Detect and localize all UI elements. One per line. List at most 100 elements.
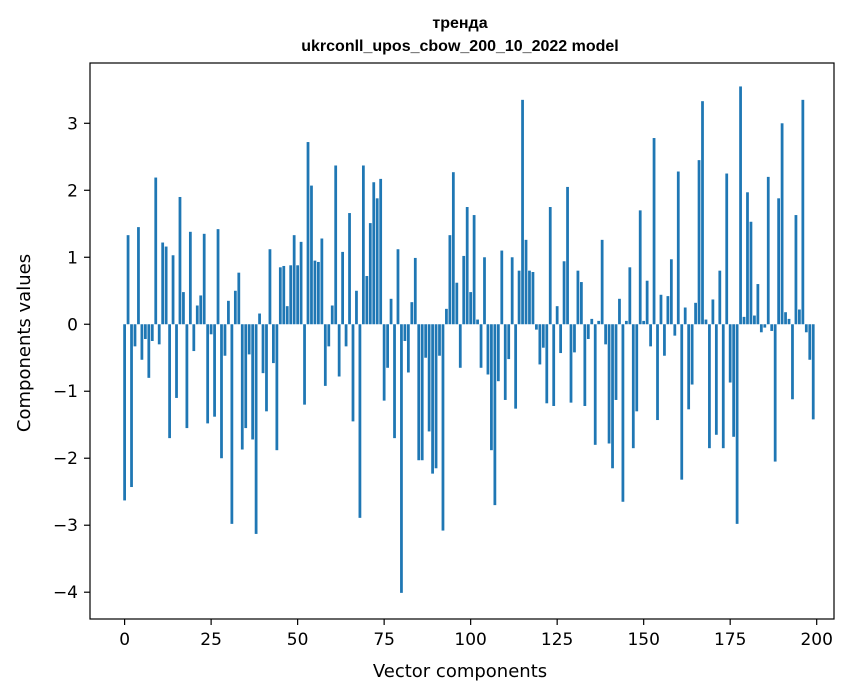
bar (258, 313, 261, 325)
bar (434, 324, 438, 469)
bar (545, 324, 549, 404)
bar (770, 324, 774, 331)
bar (175, 324, 178, 398)
bar (150, 324, 154, 341)
bar (604, 324, 607, 345)
bar (126, 235, 130, 325)
bar (576, 270, 580, 325)
bar (483, 257, 486, 325)
bar (133, 324, 137, 347)
bar (375, 198, 379, 325)
bar (237, 272, 241, 325)
bar (777, 198, 781, 325)
bar (714, 324, 718, 435)
bar (704, 319, 708, 325)
bar (365, 276, 369, 325)
bar (763, 324, 767, 328)
bar (458, 324, 462, 368)
x-tick-label: 175 (714, 630, 746, 650)
x-axis-ticks: 0 25 50 75 100 125 150 175 200 (119, 619, 833, 650)
bar (566, 186, 569, 325)
bar (739, 86, 742, 325)
bar (652, 138, 656, 325)
bar (753, 315, 756, 325)
bar (801, 99, 805, 325)
bar (168, 324, 171, 439)
bar (559, 324, 563, 354)
bar (334, 165, 338, 325)
bar (396, 249, 400, 325)
bar (555, 306, 559, 325)
bar (348, 213, 351, 325)
bar (368, 223, 372, 325)
bar (791, 324, 794, 400)
bar (749, 221, 753, 325)
bar (510, 257, 514, 325)
bar (711, 299, 715, 325)
bar (310, 185, 313, 325)
bar (607, 324, 611, 444)
bar (583, 324, 587, 406)
bar (687, 324, 691, 410)
bar (188, 231, 192, 325)
bar (721, 324, 725, 449)
bar (784, 312, 787, 325)
x-tick-label: 50 (287, 630, 309, 650)
bar (164, 246, 168, 325)
bar (683, 307, 687, 325)
bar (808, 324, 812, 360)
bar (725, 173, 729, 325)
bar (780, 123, 784, 325)
bar (147, 324, 151, 378)
y-axis-ticks: −4 −3 −2 −1 0 1 2 3 (53, 114, 90, 603)
y-tick-label: 2 (67, 181, 78, 201)
bar (355, 290, 358, 325)
bar (759, 324, 763, 333)
bar (209, 324, 213, 335)
bar (673, 324, 677, 336)
bar (282, 265, 286, 325)
bar (227, 300, 230, 325)
bar (659, 294, 663, 325)
bar (798, 309, 801, 325)
bar (233, 290, 237, 325)
bar (413, 257, 417, 325)
bar (656, 324, 659, 421)
bar (787, 318, 791, 325)
bar (773, 324, 777, 462)
bar (465, 207, 469, 325)
bar (272, 324, 275, 364)
bar (420, 324, 424, 461)
bar (524, 239, 528, 325)
bar (285, 306, 289, 325)
chart-title: тренда (432, 15, 487, 32)
bar (157, 324, 161, 345)
y-tick-label: 3 (67, 114, 78, 134)
bar (154, 177, 158, 325)
bar (593, 324, 597, 445)
bar (223, 324, 227, 356)
bar (192, 324, 196, 352)
bar (202, 233, 206, 325)
bar (794, 215, 798, 325)
bar (804, 324, 808, 333)
bar (614, 324, 618, 400)
bar (676, 171, 680, 325)
bars-group (123, 86, 815, 593)
bar (490, 324, 493, 451)
bar (341, 251, 344, 325)
bar (424, 324, 428, 358)
bar (642, 320, 646, 325)
bar (306, 142, 310, 325)
bar (247, 324, 251, 355)
bar (746, 192, 749, 325)
bar (569, 324, 573, 403)
bar (669, 259, 673, 325)
bar (486, 324, 490, 375)
bar (251, 324, 255, 440)
bar (469, 292, 473, 325)
bar (410, 302, 414, 325)
bar (472, 215, 476, 325)
bar (742, 316, 746, 325)
